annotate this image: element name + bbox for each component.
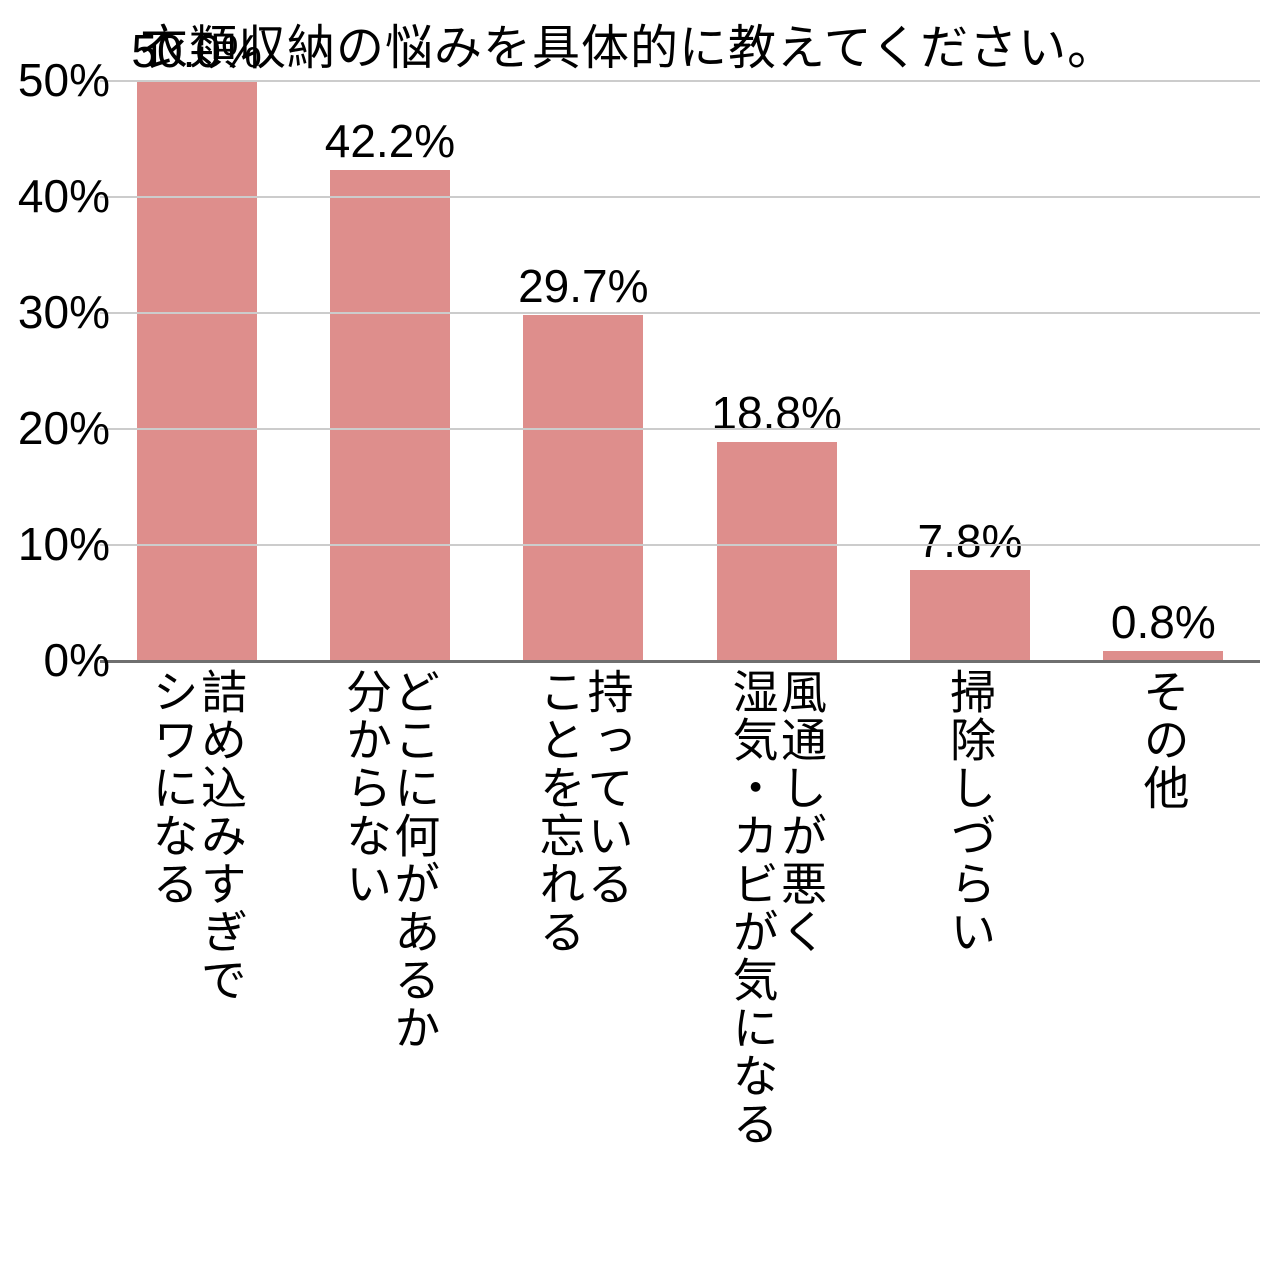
gridline	[100, 196, 1260, 198]
gridline	[100, 312, 1260, 314]
bar-slot: 29.7%	[523, 80, 643, 660]
y-tick-label: 20%	[0, 401, 110, 455]
chart-title: 衣類収納の悩みを具体的に教えてください。	[140, 8, 1116, 78]
x-label-line: 掃除しづらい	[946, 668, 994, 956]
bar-slot: 18.8%	[717, 80, 837, 660]
gridline	[100, 428, 1260, 430]
bar-value-label: 18.8%	[711, 386, 841, 440]
x-label-line: 風通しが悪く	[777, 668, 825, 1148]
bar-value-label: 42.2%	[325, 114, 455, 168]
bar-value-label: 0.8%	[1111, 595, 1216, 649]
y-tick-label: 10%	[0, 517, 110, 571]
bar: 7.8%	[910, 570, 1030, 660]
bar: 18.8%	[717, 442, 837, 660]
x-label-line: どこに何があるか	[390, 668, 438, 1052]
bar-slot: 50.0%	[137, 80, 257, 660]
gridline	[100, 80, 1260, 82]
x-category-label: どこに何があるか分からない	[293, 668, 486, 1052]
x-label-line: 湿気・カビが気になる	[728, 668, 776, 1148]
x-label-line: 分からない	[342, 668, 390, 1052]
x-category-label: 風通しが悪く湿気・カビが気になる	[680, 668, 873, 1148]
gridline	[100, 660, 1260, 663]
plot-area: 50.0% 42.2% 29.7% 18.8% 7.8% 0.8%	[100, 80, 1260, 660]
bar-value-label: 50.0%	[131, 24, 261, 78]
x-label-line: 詰め込みすぎで	[197, 668, 245, 1004]
x-category-label: 掃除しづらい	[873, 668, 1066, 956]
bar-value-label: 29.7%	[518, 259, 648, 313]
bar: 0.8%	[1103, 651, 1223, 660]
bar: 50.0%	[137, 80, 257, 660]
y-tick-label: 0%	[0, 633, 110, 687]
y-tick-label: 30%	[0, 285, 110, 339]
x-category-label: その他	[1067, 668, 1260, 812]
bars-layer: 50.0% 42.2% 29.7% 18.8% 7.8% 0.8%	[100, 80, 1260, 660]
bar: 42.2%	[330, 170, 450, 660]
bar-slot: 7.8%	[910, 80, 1030, 660]
y-tick-label: 50%	[0, 53, 110, 107]
x-label-line: その他	[1139, 668, 1187, 812]
bar-value-label: 7.8%	[918, 514, 1023, 568]
bar-slot: 0.8%	[1103, 80, 1223, 660]
y-tick-label: 40%	[0, 169, 110, 223]
x-label-line: 持っている	[583, 668, 631, 956]
x-label-line: ことを忘れる	[535, 668, 583, 956]
x-category-label: 詰め込みすぎでシワになる	[100, 668, 293, 1004]
chart-container: 衣類収納の悩みを具体的に教えてください。 50.0% 42.2% 29.7% 18.8…	[0, 0, 1280, 1280]
gridline	[100, 544, 1260, 546]
x-label-line: シワになる	[148, 668, 196, 1004]
bar-slot: 42.2%	[330, 80, 450, 660]
bar: 29.7%	[523, 315, 643, 660]
x-category-label: 持っていることを忘れる	[487, 668, 680, 956]
